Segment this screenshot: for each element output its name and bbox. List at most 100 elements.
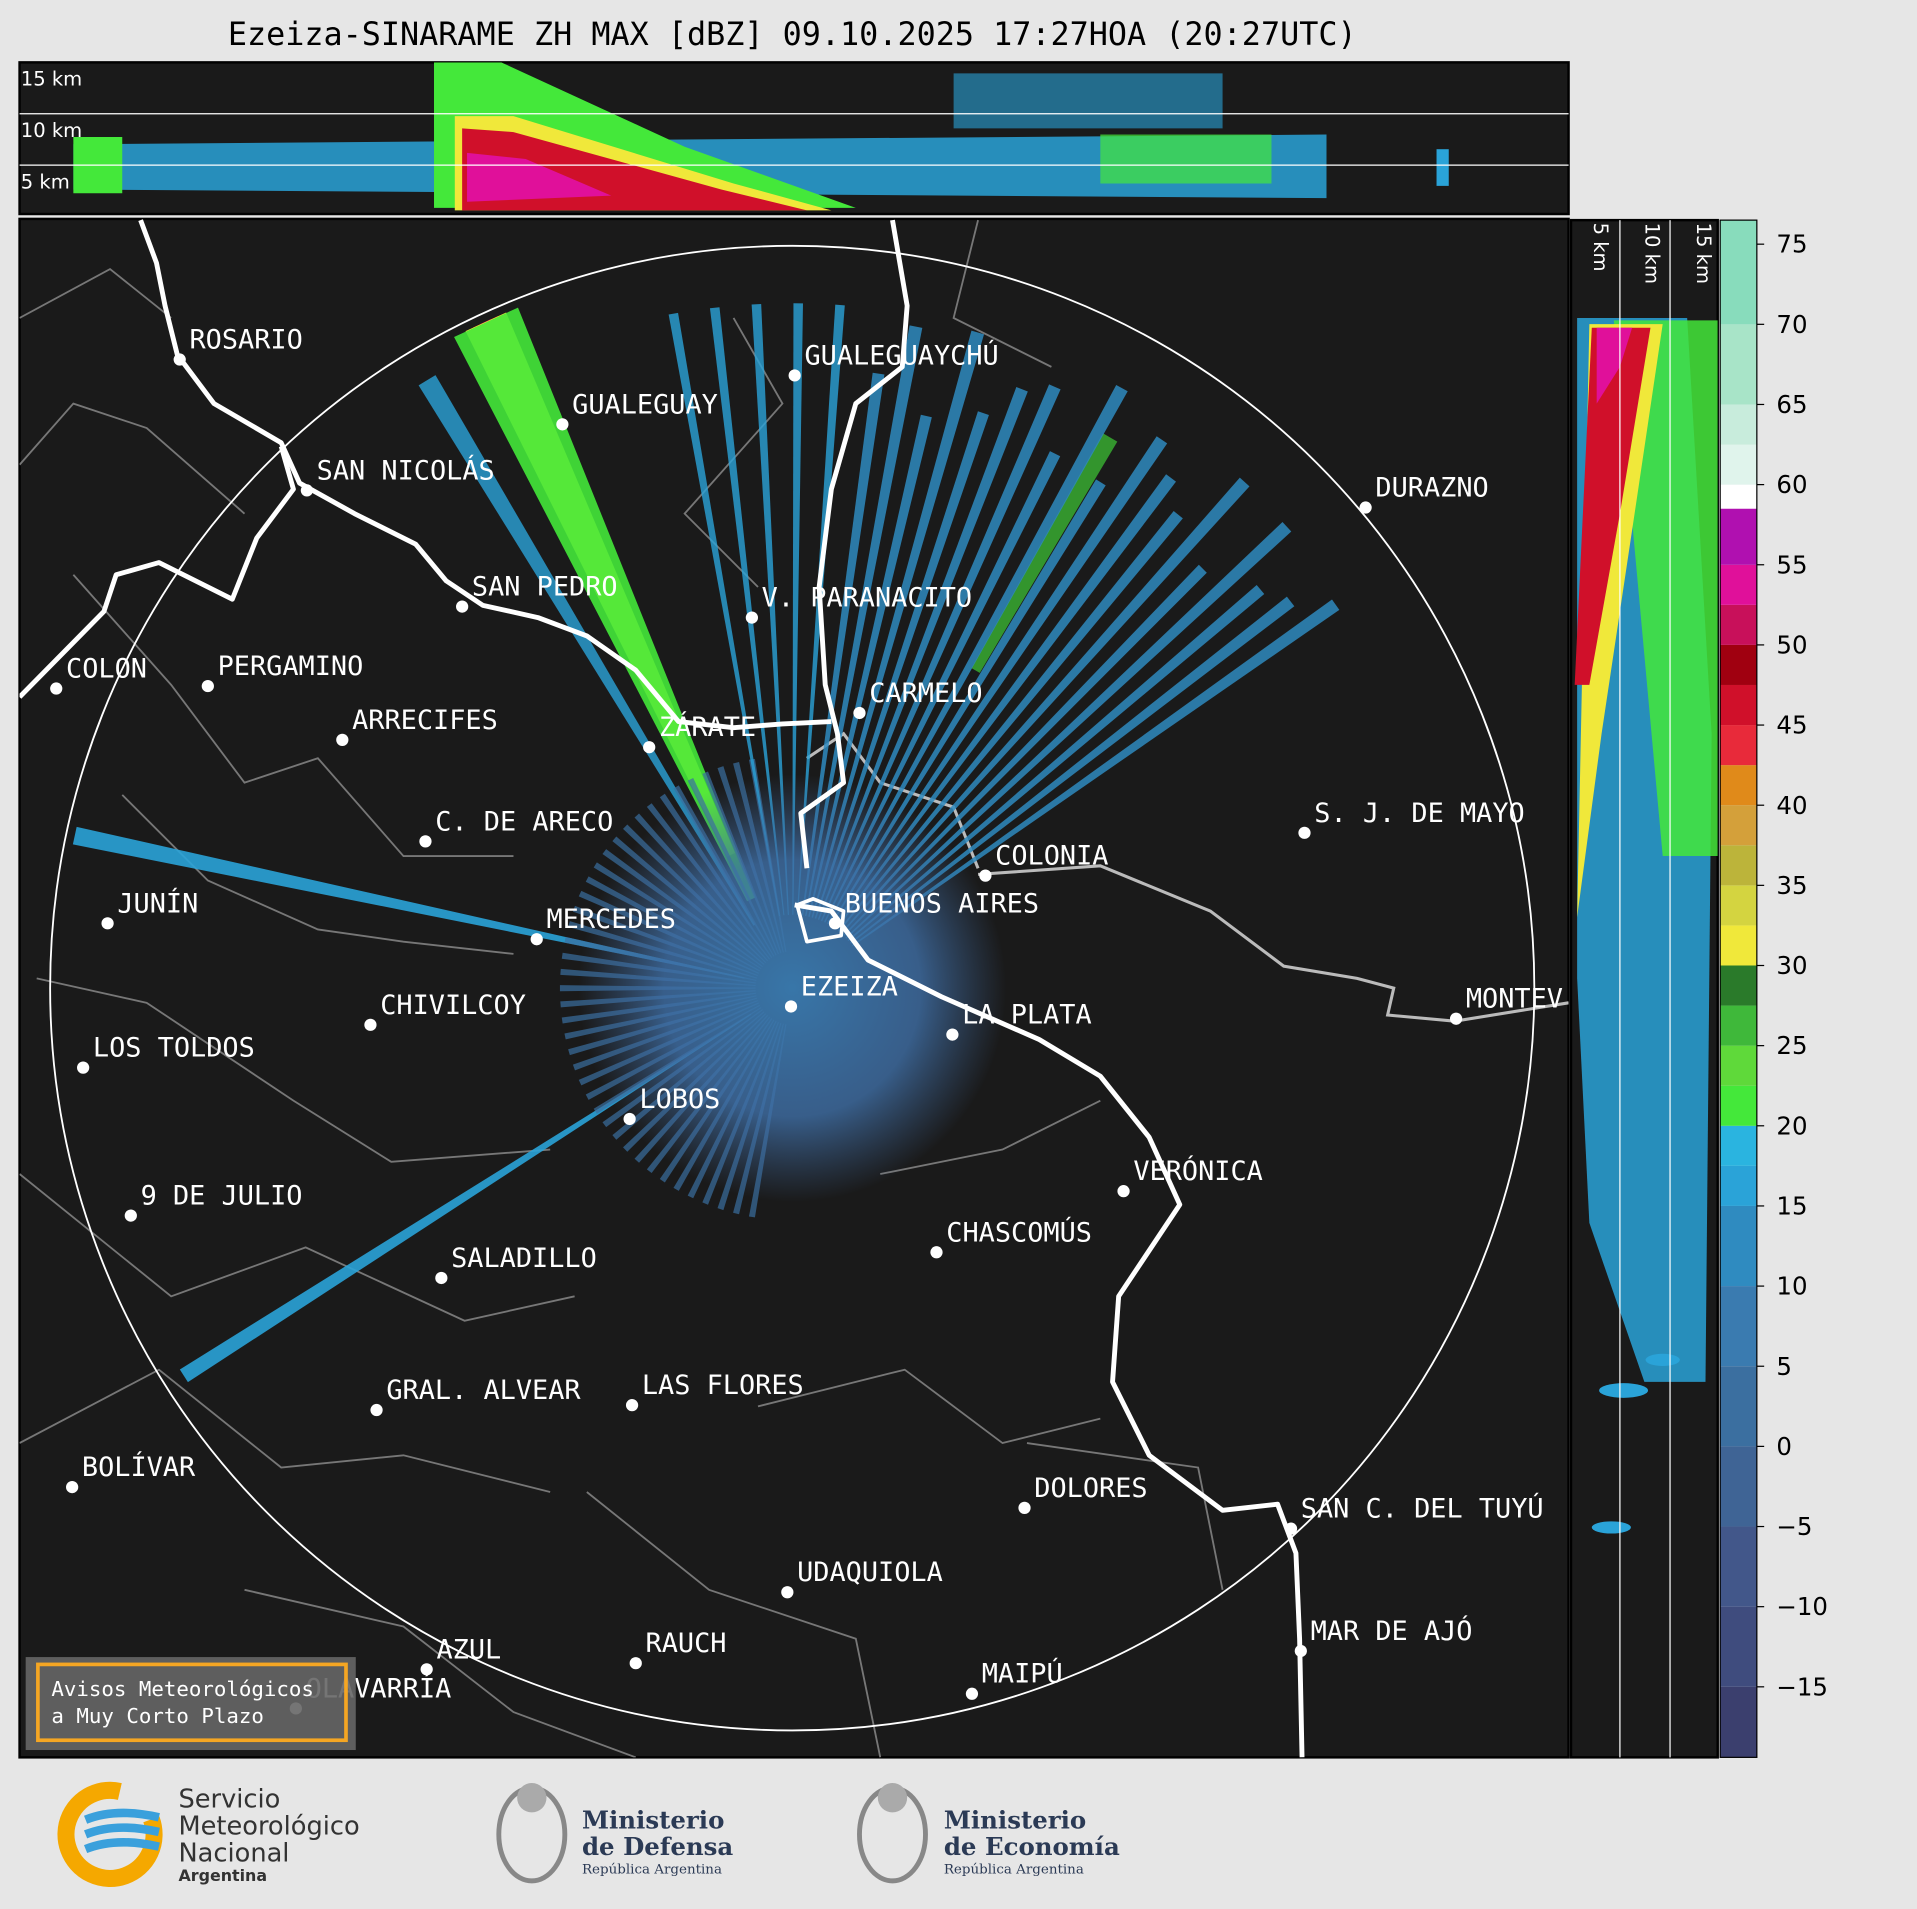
colorbar-tick-label: 50 <box>1776 630 1807 659</box>
city-label: GUALEGUAYCHÚ <box>804 339 998 371</box>
city-marker <box>50 682 63 695</box>
city-marker <box>435 1271 448 1285</box>
logo-text: de Defensa <box>582 1832 733 1861</box>
height-label: 15 km <box>21 68 82 91</box>
city-label: MERCEDES <box>546 904 676 935</box>
range-ring <box>49 244 1536 1732</box>
city-label: RAUCH <box>646 1628 727 1659</box>
city-marker <box>629 1657 642 1670</box>
city-marker <box>66 1480 79 1494</box>
notice-background <box>25 1657 356 1751</box>
colorbar-tick-label: 30 <box>1776 951 1807 980</box>
city-marker <box>1018 1501 1031 1514</box>
city-marker <box>77 1061 90 1074</box>
city-label: COLONIA <box>995 841 1108 872</box>
city-marker <box>173 353 186 366</box>
city-label: SAN NICOLÁS <box>317 454 495 486</box>
defensa-logo: Ministerio de Defensa República Argentin… <box>496 1783 733 1884</box>
city-marker <box>419 835 432 848</box>
city-label: ZÁRATE <box>659 711 756 743</box>
city-label: EZEIZA <box>801 971 898 1002</box>
colorbar-tick-label: 40 <box>1776 791 1807 820</box>
colorbar-segment <box>1720 1606 1757 1687</box>
colorbar-tick-label: 60 <box>1776 470 1807 499</box>
city-marker <box>420 1663 433 1676</box>
city-label: VERÓNICA <box>1133 1155 1263 1187</box>
colorbar-segment <box>1720 1005 1757 1046</box>
colorbar-segment <box>1720 444 1757 485</box>
city-marker <box>201 679 214 693</box>
city-label: V. PARANACITO <box>762 583 972 614</box>
colorbar-segment <box>1720 324 1757 405</box>
smn-logo: Servicio Meteorológico Nacional Argentin… <box>57 1781 360 1887</box>
city-label: DURAZNO <box>1375 473 1488 504</box>
economia-logo: Ministerio de Economía República Argenti… <box>857 1783 1120 1884</box>
colorbar-segment <box>1720 684 1757 726</box>
city-label: MAR DE AJÓ <box>1311 1615 1473 1647</box>
colorbar-tick-label: 5 <box>1776 1352 1792 1381</box>
colorbar-tick-label: 45 <box>1776 711 1807 740</box>
colorbar-segment <box>1720 604 1757 645</box>
notice-border <box>36 1662 348 1743</box>
city-marker <box>643 741 656 754</box>
city-marker <box>625 1399 639 1412</box>
city-marker <box>930 1246 943 1259</box>
city-label: ARRECIFES <box>352 705 498 736</box>
colorbar-frame <box>1719 219 1758 1758</box>
height-label: 5 km <box>21 170 70 193</box>
city-label: AZUL <box>436 1634 501 1665</box>
cities: ROSARIO GUALEGUAYCHÚ GUALEGUAY SAN NICOLÁS D… <box>50 325 1563 1715</box>
colorbar-segment <box>1720 1205 1757 1287</box>
logo-text: de Economía <box>944 1832 1120 1861</box>
city-label: COLON <box>66 654 147 685</box>
city-marker <box>370 1403 383 1417</box>
city-marker <box>853 706 866 720</box>
city-label: SAN C. DEL TUYÚ <box>1301 1493 1544 1525</box>
colorbar-segment <box>1720 765 1757 806</box>
colorbar-tick-label: 10 <box>1776 1272 1807 1301</box>
colorbar-segment <box>1720 965 1757 1006</box>
city-marker <box>300 484 313 497</box>
colorbar-segment <box>1720 404 1757 445</box>
colorbar-segment <box>1720 725 1757 766</box>
city-marker <box>784 1000 798 1013</box>
colorbar-tick-label: 75 <box>1776 230 1807 259</box>
city-marker <box>946 1028 959 1041</box>
colorbar-tick-label: 70 <box>1776 310 1807 339</box>
city-label: LA PLATA <box>962 1000 1092 1031</box>
city-label: S. J. DE MAYO <box>1314 798 1524 829</box>
city-label: DOLORES <box>1034 1473 1147 1504</box>
height-label: 10 km <box>1641 223 1664 284</box>
city-marker <box>1117 1185 1130 1198</box>
colorbar-tick-label: 65 <box>1776 390 1807 419</box>
colorbar-segment <box>1720 1366 1757 1447</box>
city-label: BUENOS AIRES <box>845 888 1039 919</box>
colorbar-segment <box>1720 1686 1757 1758</box>
city-marker <box>101 917 114 930</box>
city-marker <box>124 1209 137 1222</box>
colorbar-segment <box>1720 925 1757 966</box>
logo-text: República Argentina <box>944 1863 1084 1878</box>
logo-text: Argentina <box>178 1866 267 1885</box>
city-marker <box>556 418 569 431</box>
colorbar-tick-label: 0 <box>1776 1432 1792 1461</box>
city-label: SALADILLO <box>451 1243 597 1274</box>
colorbar: −15 −10 −5 0 5 10 15 20 25 30 35 40 45 50 55 60 65 70 75 <box>1719 219 1828 1758</box>
city-marker <box>781 1586 794 1599</box>
city-marker <box>530 933 543 946</box>
city-label: MONTEV <box>1466 984 1563 1015</box>
city-marker <box>979 869 992 882</box>
colorbar-tick-label: −15 <box>1776 1672 1828 1701</box>
city-label: C. DE ARECO <box>435 806 613 837</box>
city-label: CARMELO <box>869 678 982 709</box>
colorbar-tick-label: −5 <box>1776 1512 1812 1541</box>
city-label: GUALEGUAY <box>572 389 718 420</box>
colorbar-segment <box>1720 885 1757 926</box>
colorbar-segment <box>1720 1125 1757 1166</box>
colorbar-tick-label: −10 <box>1776 1592 1828 1621</box>
colorbar-segment <box>1720 1446 1757 1527</box>
chart-title: Ezeiza-SINARAME ZH MAX [dBZ] 09.10.2025 … <box>228 16 1357 53</box>
city-marker <box>1284 1522 1298 1535</box>
